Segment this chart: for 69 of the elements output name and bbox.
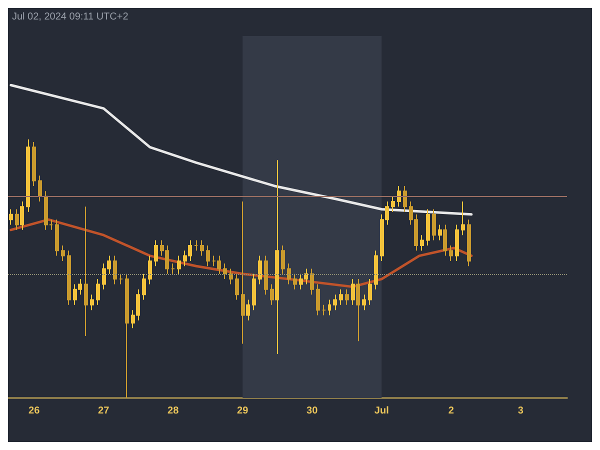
x-tick-label: 27 [98, 406, 110, 416]
candlestick [426, 208, 430, 246]
candlestick [351, 278, 355, 306]
candlestick [32, 142, 36, 186]
candlestick [270, 284, 274, 306]
candlestick [26, 138, 30, 212]
text: Jul 02, 2024 09:11 UTC+2 [12, 12, 129, 22]
candlestick [328, 299, 331, 316]
candlestick [142, 273, 146, 300]
candlestick [281, 244, 285, 274]
candlestick [177, 255, 181, 274]
candlestick [432, 208, 436, 241]
candlestick [154, 240, 158, 267]
x-tick-label: 29 [237, 406, 249, 416]
candlestick [84, 206, 88, 336]
candlestick [467, 219, 471, 267]
x-tick-label: 28 [168, 406, 180, 416]
candlestick [374, 250, 378, 290]
candlestick [322, 304, 326, 316]
candlestick [15, 208, 19, 230]
candlestick [420, 234, 424, 252]
candlestick [356, 278, 360, 342]
candlestick [438, 224, 442, 241]
x-tick-label: 3 [518, 406, 524, 416]
x-tick-label: 30 [306, 406, 318, 416]
candlestick [148, 255, 152, 285]
candlestick [449, 244, 453, 262]
candlestick [391, 196, 395, 212]
candlestick [9, 208, 13, 226]
candlestick [55, 219, 59, 256]
candlestick [443, 224, 447, 256]
candlestick [223, 263, 227, 280]
candlestick [113, 255, 117, 285]
candlestick [345, 288, 349, 306]
candlestick [275, 160, 279, 355]
candlestick [264, 255, 268, 296]
candlestick [461, 200, 465, 236]
candlestick [293, 273, 297, 290]
candlestick [316, 284, 320, 316]
candlestick [61, 244, 65, 262]
candlestick [96, 278, 100, 306]
candlestick [67, 250, 71, 306]
candlestick [362, 294, 366, 311]
candlestick [246, 299, 250, 321]
candlestick [119, 273, 123, 285]
candlestick [90, 294, 94, 311]
candlestick [125, 273, 129, 398]
x-tick-label: Jul [374, 406, 390, 416]
candlestick [287, 263, 291, 285]
x-tick-label: 2 [448, 406, 454, 416]
candlestick [194, 240, 198, 252]
candlestick [38, 175, 42, 202]
candlestick [403, 185, 407, 212]
candlestick [397, 185, 401, 208]
candlestick [241, 200, 245, 344]
candlestick [310, 268, 314, 296]
candlestick [235, 273, 239, 300]
candlestick [258, 255, 262, 285]
candlestick [252, 273, 256, 311]
candlestick [200, 240, 204, 256]
x-tick-label: 26 [28, 406, 40, 416]
candlestick [171, 263, 175, 274]
candlestick [20, 200, 24, 230]
candlestick [455, 224, 459, 262]
candlestick [333, 294, 337, 311]
candlestick [206, 244, 210, 267]
candlestick [229, 268, 233, 285]
candlestick [339, 288, 343, 306]
candlestick [368, 278, 372, 306]
